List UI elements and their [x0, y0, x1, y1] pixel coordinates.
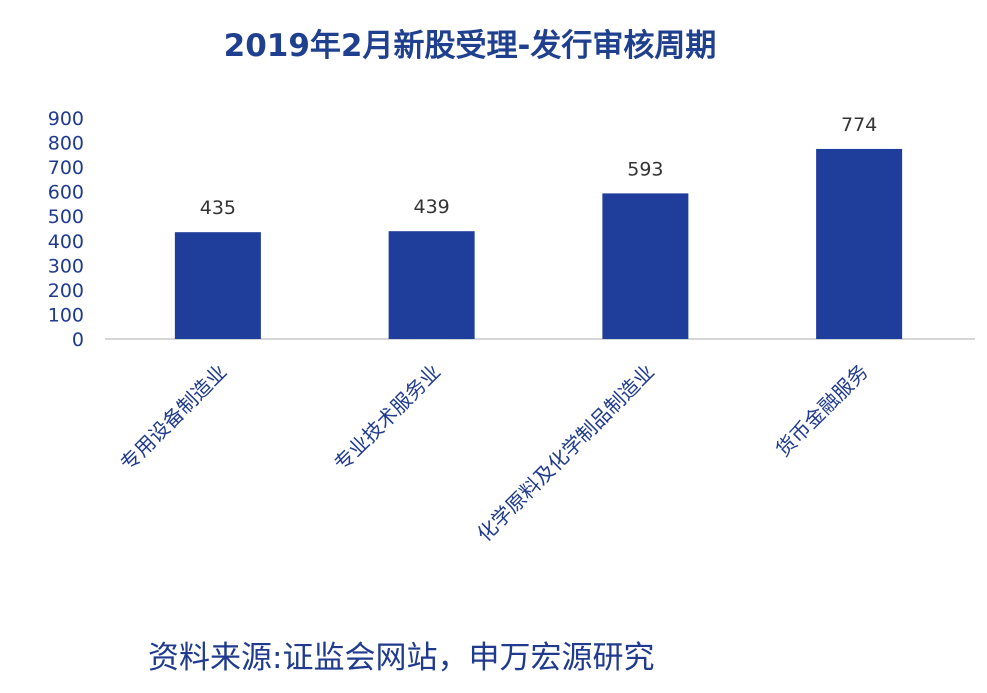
- y-tick-label: 100: [48, 304, 84, 326]
- y-tick-label: 800: [48, 133, 84, 155]
- x-category-label: 货币金融服务: [771, 360, 873, 462]
- y-tick-label: 0: [72, 329, 84, 351]
- bar-value-label: 774: [841, 114, 877, 136]
- bar: [602, 193, 689, 339]
- y-tick-label: 500: [48, 206, 84, 228]
- y-tick-label: 300: [48, 255, 84, 277]
- source-note: 资料来源:证监会网站，申万宏源研究: [148, 640, 655, 676]
- bar: [174, 232, 261, 339]
- bar-value-label: 439: [413, 196, 449, 218]
- y-tick-label: 200: [48, 280, 84, 302]
- bar: [388, 231, 475, 339]
- x-category-label: 化学原料及化学制品制造业: [472, 360, 659, 547]
- y-tick-label: 400: [48, 231, 84, 253]
- bar: [816, 148, 903, 339]
- x-category-label: 专用设备制造业: [115, 360, 231, 476]
- bar-value-label: 593: [627, 158, 663, 180]
- y-tick-label: 700: [48, 157, 84, 179]
- y-tick-label: 600: [48, 182, 84, 204]
- chart-title: 2019年2月新股受理-发行审核周期: [223, 28, 717, 64]
- y-tick-label: 900: [48, 108, 84, 130]
- x-category-label: 专业技术服务业: [329, 360, 445, 476]
- bar-value-label: 435: [200, 197, 236, 219]
